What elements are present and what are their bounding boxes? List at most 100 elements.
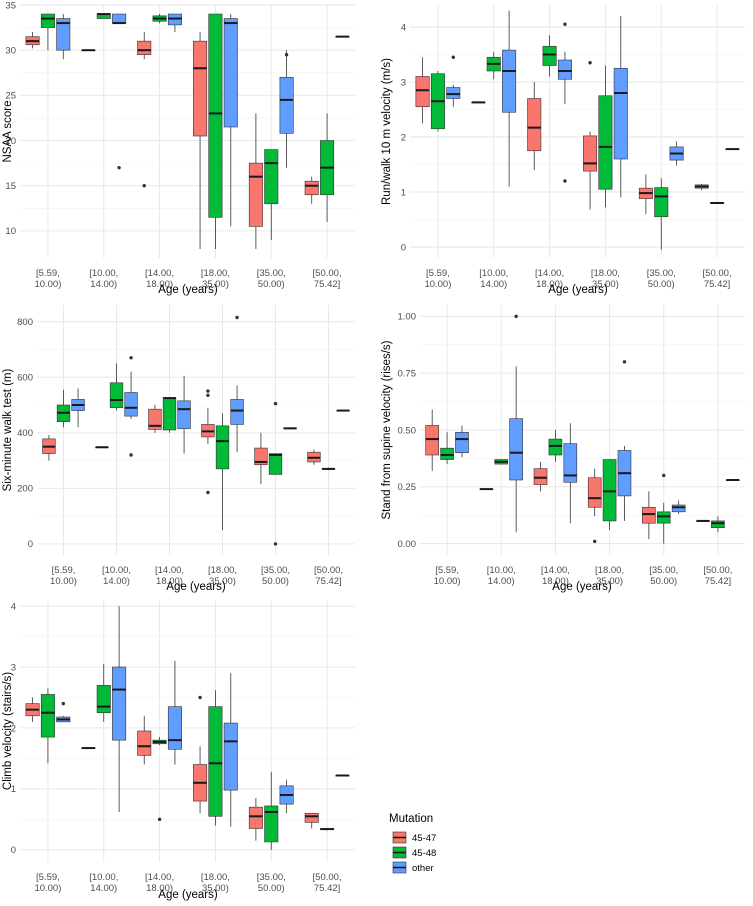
box-other bbox=[669, 141, 684, 166]
box-45-48 bbox=[711, 516, 725, 533]
box-45-47 bbox=[25, 697, 40, 722]
box-45-47 bbox=[254, 432, 268, 485]
outlier-point bbox=[129, 356, 133, 360]
box-45-48 bbox=[162, 397, 177, 433]
x-tick-label: 50.00) bbox=[258, 279, 285, 290]
x-tick-label: 10.00) bbox=[34, 279, 61, 290]
outlier-point bbox=[451, 55, 455, 59]
box-45-48 bbox=[264, 149, 279, 240]
x-tick-label: [5.59, bbox=[426, 268, 450, 279]
box-other bbox=[223, 14, 238, 227]
box-45-48 bbox=[320, 827, 335, 831]
box-other bbox=[167, 660, 182, 765]
panel-3: 0 200 400 600 800 [5.59,10.00) [10.00,14.00) [1… bbox=[2, 305, 355, 593]
box-body bbox=[304, 812, 319, 823]
box-other bbox=[613, 16, 628, 198]
x-tick-label: 35.00) bbox=[202, 279, 229, 290]
box-45-48 bbox=[321, 467, 336, 471]
outlier-point bbox=[206, 393, 210, 397]
x-tick-label: [35.00, bbox=[257, 268, 286, 279]
y-tick-label: 35 bbox=[5, 0, 16, 11]
x-tick-label: 18.00) bbox=[542, 576, 569, 587]
x-tick-label: [14.00, bbox=[155, 565, 184, 576]
box-other bbox=[112, 13, 127, 170]
y-tick-label: 2 bbox=[401, 132, 406, 143]
box-45-47 bbox=[248, 113, 263, 249]
x-tick-label: [50.00, bbox=[314, 565, 343, 576]
box-body bbox=[268, 453, 283, 475]
outlier-point bbox=[235, 315, 239, 320]
box-body bbox=[642, 506, 656, 524]
box-45-48 bbox=[656, 473, 671, 544]
box-45-47 bbox=[694, 183, 709, 191]
x-tick-label: 18.00) bbox=[156, 576, 183, 587]
legend-label: 45-48 bbox=[412, 848, 436, 859]
box-45-47 bbox=[696, 519, 710, 522]
x-tick-label: 10.00) bbox=[424, 279, 451, 290]
box-other bbox=[124, 356, 138, 457]
box-45-47 bbox=[425, 409, 439, 471]
outlier-point bbox=[61, 701, 65, 706]
x-tick-label: [35.00, bbox=[649, 565, 678, 576]
x-tick-label: 14.00) bbox=[90, 279, 117, 290]
box-body bbox=[167, 706, 182, 750]
box-45-48 bbox=[430, 71, 445, 132]
box-45-47 bbox=[527, 82, 542, 170]
panel-1: 10 15 20 25 30 35 [5.59,10.00) [10.00,14.00) [14… bbox=[2, 0, 355, 296]
legend: Mutation 45-47 45-48 other bbox=[389, 813, 436, 874]
box-body bbox=[137, 40, 152, 55]
box-45-48 bbox=[548, 430, 563, 462]
box-body bbox=[177, 400, 191, 429]
y-tick-label: 3 bbox=[401, 77, 406, 88]
y-tick-label: 30 bbox=[5, 45, 16, 56]
outlier-point bbox=[198, 695, 202, 700]
box-other bbox=[557, 22, 572, 183]
box-45-48 bbox=[268, 401, 283, 546]
box-45-48 bbox=[264, 771, 279, 850]
x-tick-label: [50.00, bbox=[703, 565, 732, 576]
box-45-48 bbox=[440, 432, 454, 465]
box-body bbox=[455, 431, 469, 454]
outlier-point bbox=[514, 314, 518, 319]
box-45-47 bbox=[415, 57, 430, 124]
x-tick-label: 18.00) bbox=[146, 279, 173, 290]
outlier-point bbox=[117, 165, 121, 170]
panel-4: 0.000.250.500.751.00[5.59,10.00)[10.00,1… bbox=[381, 305, 745, 593]
x-tick-label: [35.00, bbox=[647, 268, 676, 279]
x-tick-label: [35.00, bbox=[261, 565, 290, 576]
x-tick-label: 35.00) bbox=[592, 279, 619, 290]
box-other bbox=[112, 606, 127, 813]
y-tick-label: 1.00 bbox=[398, 312, 417, 323]
x-tick-label: 75.42] bbox=[704, 279, 730, 290]
outlier-point bbox=[563, 22, 567, 26]
box-body bbox=[223, 722, 238, 791]
y-axis-title: Climb velocity (stairs/s) bbox=[2, 672, 14, 790]
box-body bbox=[557, 59, 572, 80]
box-other bbox=[283, 427, 297, 430]
y-tick-label: 0.25 bbox=[398, 482, 417, 493]
box-other bbox=[279, 779, 294, 814]
outlier-point bbox=[622, 360, 627, 364]
box-45-48 bbox=[152, 14, 167, 24]
x-axis-title: Age (years) bbox=[548, 284, 608, 296]
y-tick-label: 20 bbox=[5, 136, 16, 147]
box-other bbox=[223, 673, 238, 827]
box-45-48 bbox=[96, 663, 111, 722]
box-45-48 bbox=[494, 459, 509, 465]
x-axis-title: Age (years) bbox=[158, 889, 218, 901]
x-tick-label: 50.00) bbox=[258, 883, 285, 894]
box-other bbox=[71, 388, 85, 428]
box-45-47 bbox=[193, 32, 208, 249]
x-tick-label: [10.00, bbox=[479, 268, 508, 279]
box-45-47 bbox=[81, 747, 96, 750]
box-45-48 bbox=[486, 51, 501, 80]
x-tick-label: [18.00, bbox=[201, 872, 230, 883]
y-tick-label: 4 bbox=[401, 22, 406, 33]
box-body bbox=[587, 477, 602, 508]
x-tick-label: [10.00, bbox=[102, 565, 131, 576]
x-tick-label: 18.00) bbox=[146, 883, 173, 894]
box-body bbox=[248, 162, 263, 227]
x-tick-label: [50.00, bbox=[703, 268, 732, 279]
box-45-48 bbox=[152, 737, 167, 822]
x-tick-label: [10.00, bbox=[89, 268, 118, 279]
